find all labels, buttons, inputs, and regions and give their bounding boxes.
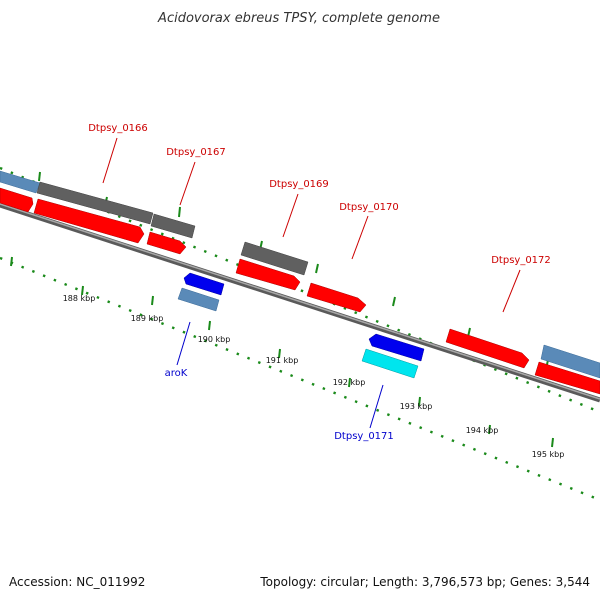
gene-label-dtpsy-0172[interactable]: Dtpsy_0172 [491, 255, 551, 266]
gene-label-dtpsy-0170[interactable]: Dtpsy_0170 [339, 202, 399, 213]
gene-label-dtpsy-0171[interactable]: Dtpsy_0171 [334, 431, 394, 442]
scale-label-194: 194 kbp [466, 426, 499, 435]
forward-cds-features [0, 187, 600, 395]
reverse-label-leaders [176, 321, 384, 429]
cds-feature [0, 187, 34, 213]
cds-feature [534, 361, 600, 395]
scale-label-193: 193 kbp [400, 402, 433, 411]
scale-label-190: 190 kbp [198, 335, 231, 344]
cds-feature [445, 328, 530, 369]
genome-backbone-highlight [0, 203, 600, 400]
gene-feature [240, 241, 309, 276]
reverse-features [177, 272, 425, 379]
reverse-major-ticks [10, 256, 554, 448]
scale-label-191: 191 kbp [266, 356, 299, 365]
reverse-gene-feature [177, 287, 220, 312]
genome-info-text: Topology: circular; Length: 3,796,573 bp… [259, 575, 590, 589]
reverse-cds-feature [368, 333, 425, 362]
scale-label-192: 192 kbp [333, 378, 366, 387]
gene-feature [36, 181, 154, 225]
genome-backbone [0, 202, 600, 403]
forward-gene-features [0, 170, 600, 379]
gene-label-dtpsy-0167[interactable]: Dtpsy_0167 [166, 147, 226, 158]
gene-label-dtpsy-0169[interactable]: Dtpsy_0169 [269, 179, 329, 190]
gene-label-dtpsy-0166[interactable]: Dtpsy_0166 [88, 123, 148, 134]
forward-major-ticks [38, 171, 549, 370]
gene-label-arok[interactable]: aroK [165, 368, 188, 379]
cds-feature [306, 282, 367, 313]
gene-feature [0, 170, 41, 194]
gene-feature [150, 213, 196, 239]
cds-feature [235, 258, 301, 291]
scale-label-195: 195 kbp [532, 450, 565, 459]
forward-label-leaders [102, 137, 521, 313]
map-title: Acidovorax ebreus TPSY, complete genome [157, 11, 440, 26]
rna-feature [361, 348, 419, 379]
scale-label-188: 188 kbp [63, 294, 96, 303]
cds-feature [146, 231, 187, 255]
reverse-cds-feature [183, 272, 225, 296]
gene-feature [540, 344, 600, 379]
scale-label-189: 189 kbp [131, 314, 164, 323]
cds-feature [33, 198, 145, 244]
accession-text: Accession: NC_011992 [9, 575, 145, 589]
